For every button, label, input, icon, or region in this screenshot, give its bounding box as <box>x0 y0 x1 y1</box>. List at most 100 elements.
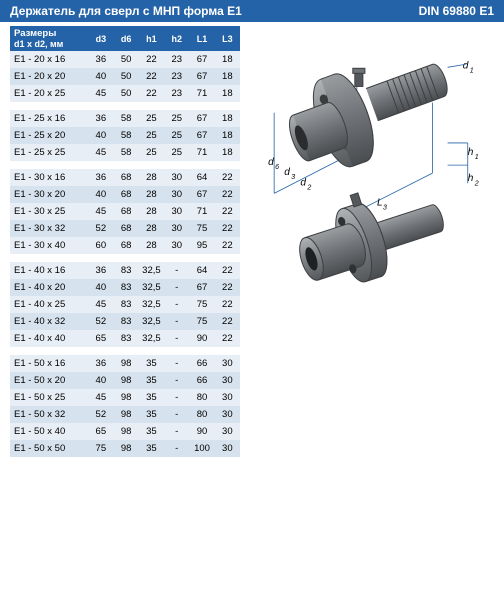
table-row: E1 - 20 x 16365022236718 <box>10 51 240 68</box>
table-row: E1 - 20 x 25455022237118 <box>10 85 240 102</box>
svg-text:6: 6 <box>275 164 279 171</box>
svg-text:2: 2 <box>306 184 311 191</box>
cell-d6: 98 <box>113 372 138 389</box>
cell-L3: 22 <box>215 186 240 203</box>
cell-d3: 40 <box>88 127 113 144</box>
cell-h1: 35 <box>139 440 164 457</box>
cell-h2: - <box>164 389 189 406</box>
cell-name: E1 - 30 x 16 <box>10 169 88 186</box>
cell-name: E1 - 50 x 16 <box>10 355 88 372</box>
cell-d3: 36 <box>88 51 113 68</box>
col-d6: d6 <box>113 26 138 51</box>
cell-d3: 75 <box>88 440 113 457</box>
cell-name: E1 - 50 x 20 <box>10 372 88 389</box>
cell-L1: 75 <box>189 220 214 237</box>
col-L3: L3 <box>215 26 240 51</box>
cell-L1: 90 <box>189 423 214 440</box>
cell-L3: 22 <box>215 296 240 313</box>
svg-text:3: 3 <box>383 204 387 211</box>
cell-L1: 75 <box>189 313 214 330</box>
holder-diagram: d1 h1 h2 d6 d3 d2 L3 L1 <box>256 32 498 415</box>
cell-name: E1 - 25 x 25 <box>10 144 88 161</box>
cell-h2: - <box>164 355 189 372</box>
svg-text:h: h <box>468 147 474 158</box>
cell-L3: 22 <box>215 203 240 220</box>
cell-d3: 60 <box>88 237 113 254</box>
cell-L1: 75 <box>189 296 214 313</box>
cell-d3: 36 <box>88 169 113 186</box>
cell-name: E1 - 30 x 40 <box>10 237 88 254</box>
cell-d3: 36 <box>88 262 113 279</box>
cell-h2: 30 <box>164 169 189 186</box>
cell-d6: 98 <box>113 423 138 440</box>
cell-L1: 71 <box>189 203 214 220</box>
cell-L3: 18 <box>215 68 240 85</box>
cell-h1: 35 <box>139 389 164 406</box>
cell-L3: 30 <box>215 389 240 406</box>
cell-name: E1 - 50 x 50 <box>10 440 88 457</box>
cell-h1: 28 <box>139 220 164 237</box>
table-row: E1 - 20 x 20405022236718 <box>10 68 240 85</box>
cell-d3: 52 <box>88 313 113 330</box>
svg-text:1: 1 <box>475 154 479 161</box>
cell-name: E1 - 40 x 25 <box>10 296 88 313</box>
cell-L3: 18 <box>215 144 240 161</box>
cell-h1: 25 <box>139 110 164 127</box>
cell-L3: 18 <box>215 110 240 127</box>
diagram-column: d1 h1 h2 d6 d3 d2 L3 L1 <box>250 22 504 469</box>
cell-h1: 32,5 <box>139 279 164 296</box>
cell-d3: 40 <box>88 279 113 296</box>
cell-name: E1 - 20 x 25 <box>10 85 88 102</box>
cell-d6: 68 <box>113 169 138 186</box>
spec-table: E1 - 40 x 16368332,5-6422E1 - 40 x 20408… <box>10 262 240 347</box>
svg-text:d: d <box>284 167 290 178</box>
cell-L1: 67 <box>189 127 214 144</box>
cell-h2: 30 <box>164 220 189 237</box>
spec-table: Размерыd1 x d2, ммd3d6h1h2L1L3E1 - 20 x … <box>10 26 240 102</box>
cell-name: E1 - 40 x 20 <box>10 279 88 296</box>
cell-d3: 45 <box>88 144 113 161</box>
cell-name: E1 - 20 x 16 <box>10 51 88 68</box>
page-header: Держатель для сверл с МНП форма E1 DIN 6… <box>0 0 504 22</box>
cell-d6: 50 <box>113 85 138 102</box>
cell-L3: 22 <box>215 279 240 296</box>
header-standard: DIN 69880 E1 <box>419 4 494 18</box>
cell-h1: 22 <box>139 51 164 68</box>
cell-L1: 80 <box>189 389 214 406</box>
cell-name: E1 - 30 x 20 <box>10 186 88 203</box>
cell-L3: 30 <box>215 423 240 440</box>
cell-h1: 35 <box>139 406 164 423</box>
table-row: E1 - 50 x 25459835-8030 <box>10 389 240 406</box>
cell-L3: 30 <box>215 372 240 389</box>
cell-name: E1 - 20 x 20 <box>10 68 88 85</box>
cell-L3: 22 <box>215 220 240 237</box>
cell-L3: 30 <box>215 406 240 423</box>
cell-d6: 98 <box>113 406 138 423</box>
table-row: E1 - 30 x 25456828307122 <box>10 203 240 220</box>
cell-h1: 32,5 <box>139 262 164 279</box>
table-row: E1 - 50 x 20409835-6630 <box>10 372 240 389</box>
cell-d6: 98 <box>113 355 138 372</box>
table-row: E1 - 30 x 16366828306422 <box>10 169 240 186</box>
cell-h2: - <box>164 330 189 347</box>
table-row: E1 - 30 x 20406828306722 <box>10 186 240 203</box>
cell-h2: - <box>164 440 189 457</box>
cell-d6: 68 <box>113 186 138 203</box>
svg-text:2: 2 <box>474 180 479 187</box>
cell-h1: 22 <box>139 85 164 102</box>
cell-d6: 98 <box>113 440 138 457</box>
cell-L3: 22 <box>215 330 240 347</box>
cell-d3: 36 <box>88 110 113 127</box>
cell-h2: - <box>164 279 189 296</box>
spec-table: E1 - 50 x 16369835-6630E1 - 50 x 2040983… <box>10 355 240 457</box>
svg-text:d: d <box>463 60 469 71</box>
table-row: E1 - 50 x 40659835-9030 <box>10 423 240 440</box>
cell-L1: 100 <box>189 440 214 457</box>
cell-d6: 68 <box>113 237 138 254</box>
cell-name: E1 - 50 x 40 <box>10 423 88 440</box>
svg-text:d: d <box>300 177 306 188</box>
header-title: Держатель для сверл с МНП форма E1 <box>10 4 242 18</box>
cell-h2: - <box>164 372 189 389</box>
cell-d6: 58 <box>113 144 138 161</box>
cell-h1: 35 <box>139 355 164 372</box>
